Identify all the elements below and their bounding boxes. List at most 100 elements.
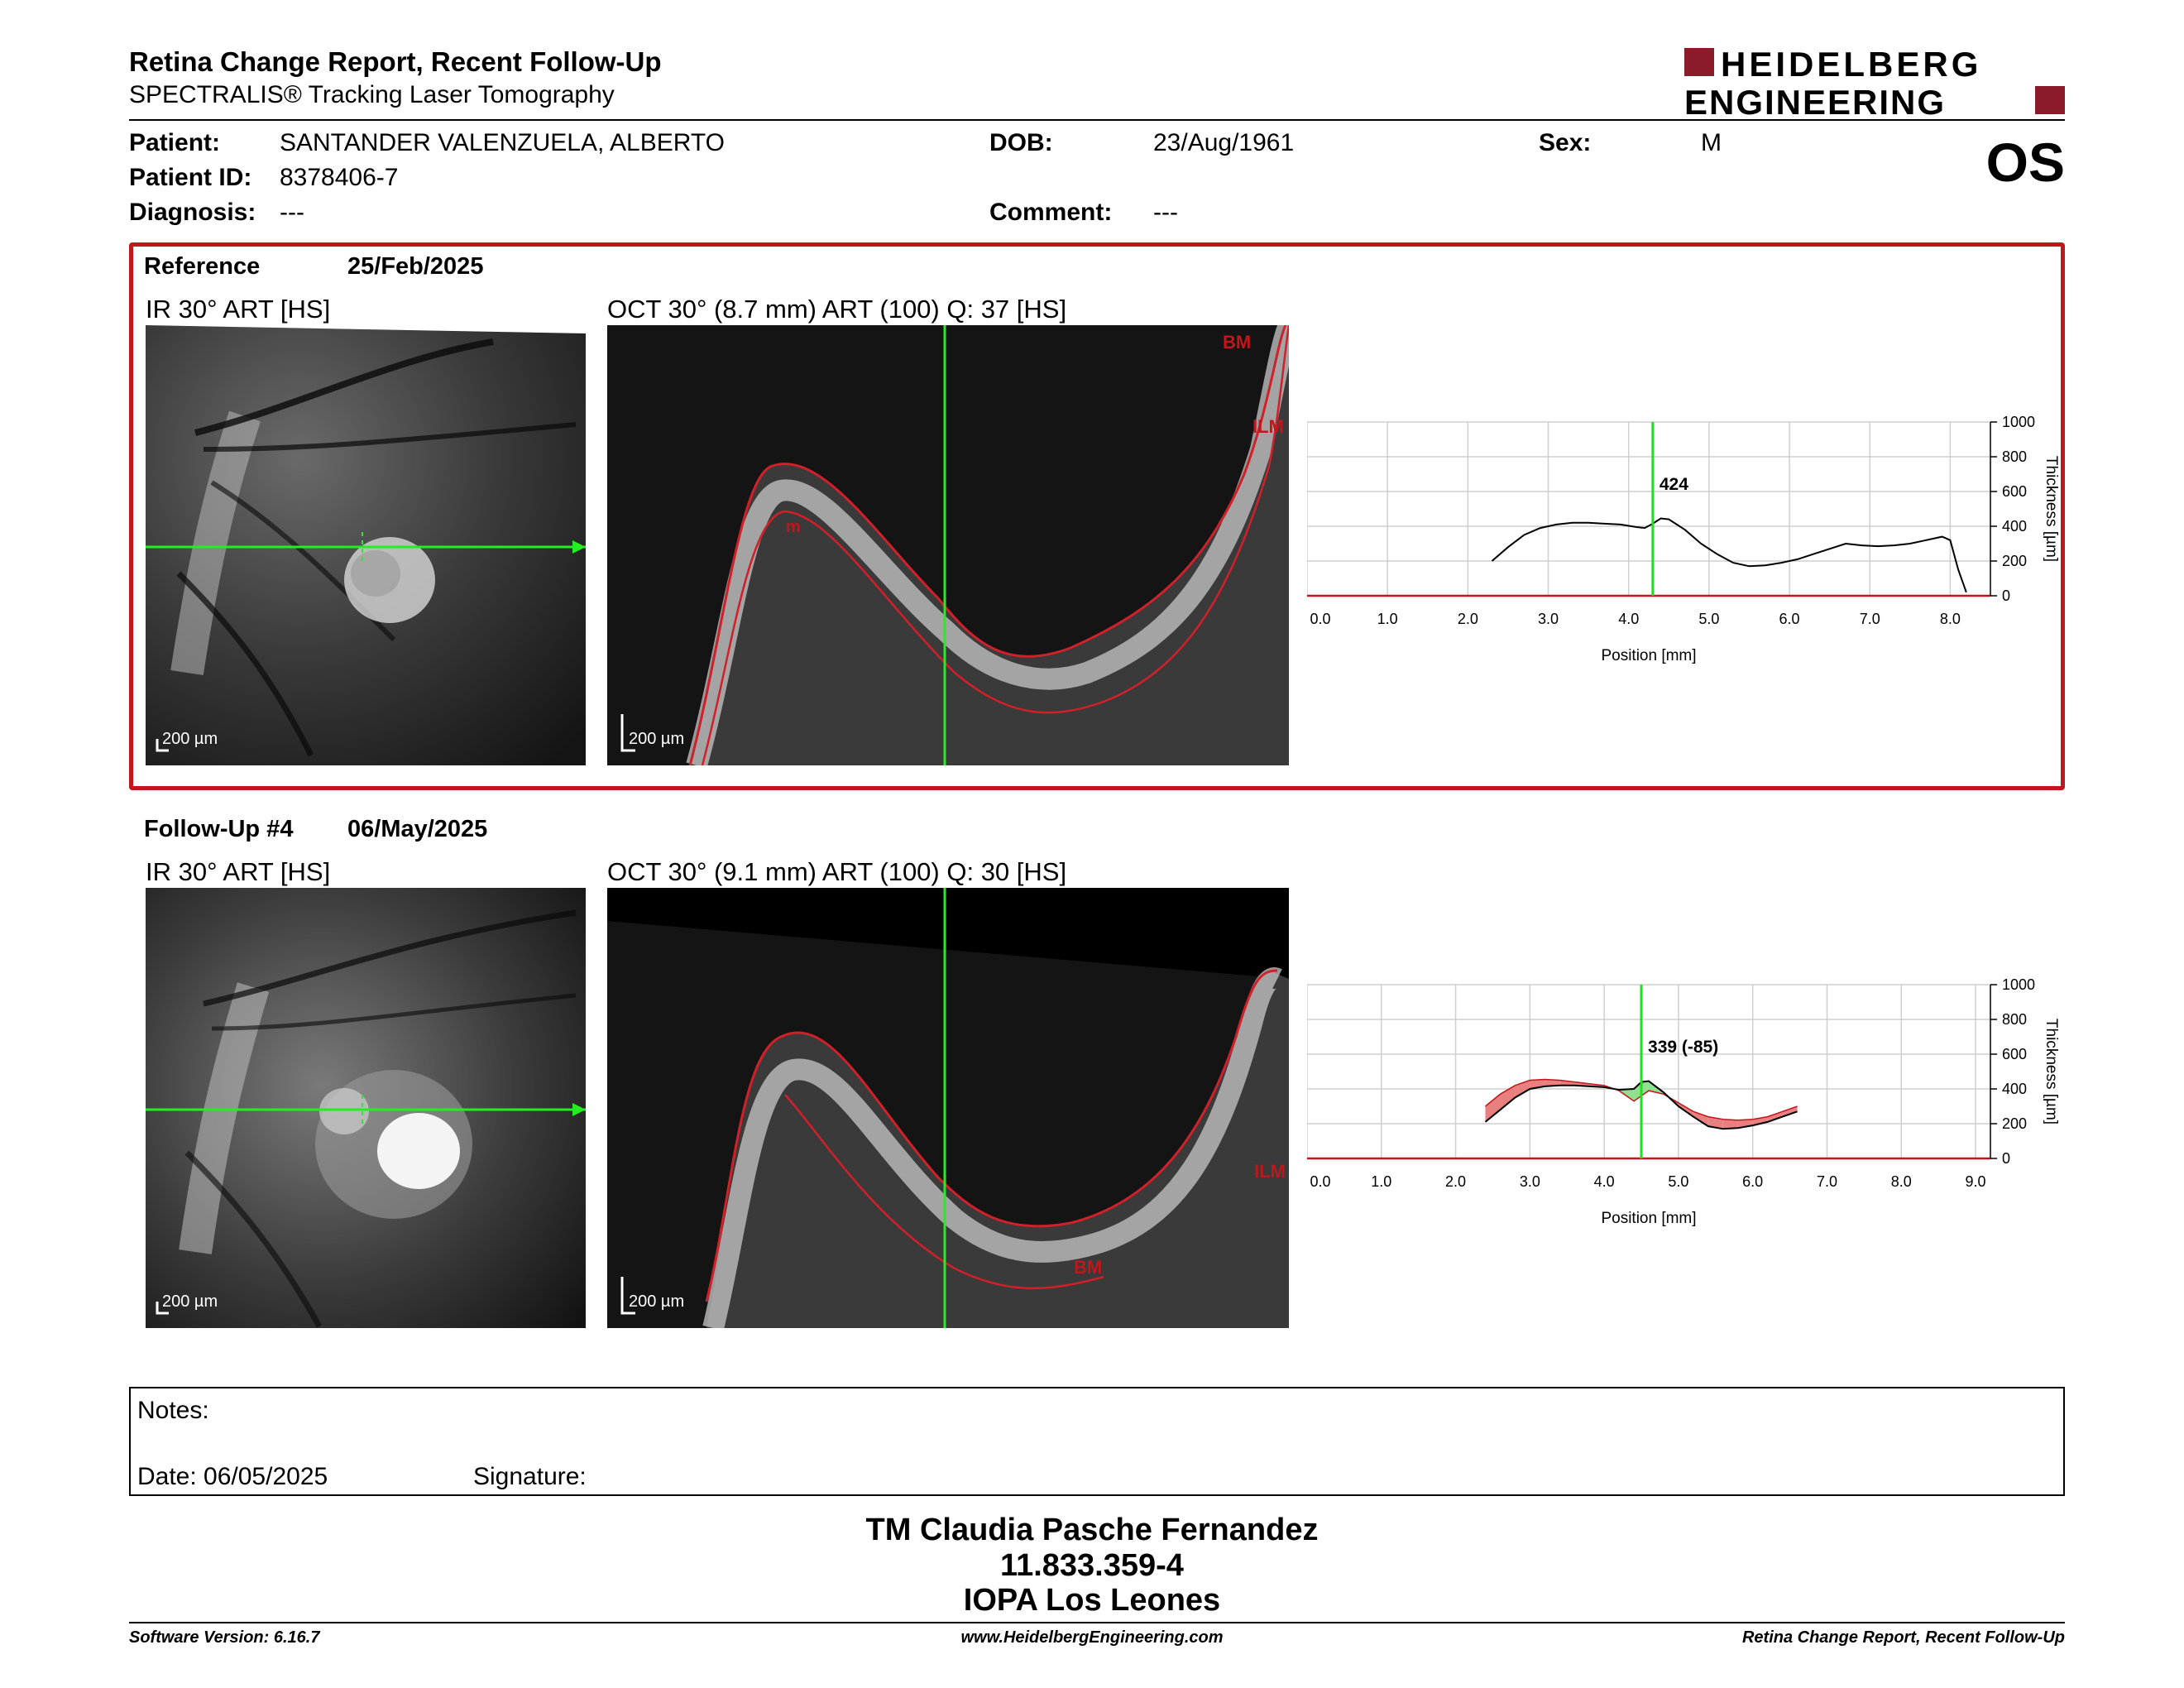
reference-chart-x-tick-label: 4.0 <box>1618 611 1639 627</box>
followup-chart-diff-band <box>1767 1111 1783 1122</box>
followup-chart-x-tick-label: 1.0 <box>1371 1173 1391 1190</box>
reference-seg-label-2: ILM <box>1252 416 1284 437</box>
patient-label: Patient: <box>129 129 221 156</box>
signer-id: 11.833.359-4 <box>1000 1548 1184 1583</box>
followup-label: Follow-Up #4 <box>144 816 294 842</box>
reference-chart-x-tick-label: 3.0 <box>1538 611 1559 627</box>
notes-date: Date: 06/05/2025 <box>137 1463 328 1490</box>
reference-chart-x-tick-label: 7.0 <box>1860 611 1880 627</box>
followup-chart-diff-band <box>1782 1106 1798 1117</box>
followup-chart-x-tick-label: 5.0 <box>1668 1173 1688 1190</box>
followup-chart-y-tick-label: 1000 <box>2002 976 2035 993</box>
reference-chart-y-tick-label: 1000 <box>2002 414 2035 430</box>
reference-chart-y-tick-label: 400 <box>2002 518 2027 535</box>
followup-chart-diff-band <box>1634 1081 1642 1101</box>
reference-chart-y-axis-label: Thickness [µm] <box>2043 456 2060 562</box>
footer-report-name: Retina Change Report, Recent Follow-Up <box>1741 1628 2065 1647</box>
followup-chart-diff-band <box>1693 1111 1708 1127</box>
followup-oct-image: ILM BM 200 µm <box>607 888 1289 1328</box>
followup-oct-scale: 200 µm <box>629 1292 684 1311</box>
followup-ir-label: IR 30° ART [HS] <box>146 857 331 886</box>
logo-square-top <box>1684 48 1714 76</box>
reference-seg-label-3: m <box>786 518 801 536</box>
reference-chart-x-tick-label: 2.0 <box>1458 611 1478 627</box>
reference-oct-image: BM ILM m 200 µm <box>607 325 1289 765</box>
reference-chart-x-tick-label: 6.0 <box>1779 611 1800 627</box>
reference-chart-cursor-value: 424 <box>1660 475 1688 494</box>
followup-chart-cursor-value: 339 (-85) <box>1648 1038 1718 1057</box>
followup-chart-diff-band <box>1545 1079 1560 1086</box>
patient-name: SANTANDER VALENZUELA, ALBERTO <box>280 129 725 156</box>
followup-chart-x-axis-label: Position [mm] <box>1601 1210 1696 1227</box>
followup-chart-x-tick-label: 7.0 <box>1817 1173 1837 1190</box>
followup-chart-diff-band <box>1485 1094 1501 1122</box>
followup-chart-diff-band <box>1722 1119 1738 1129</box>
followup-date: 06/May/2025 <box>347 816 488 842</box>
followup-ir-image: 200 µm <box>146 888 586 1328</box>
notes-box: Notes: Date: 06/05/2025 Signature: <box>129 1387 2065 1496</box>
followup-chart-x-tick-label: 9.0 <box>1966 1173 1986 1190</box>
followup-chart-x-tick-label: 6.0 <box>1742 1173 1763 1190</box>
followup-chart-x-tick-label: 4.0 <box>1594 1173 1615 1190</box>
followup-chart-diff-band <box>1707 1116 1723 1129</box>
reference-chart-x-tick-label: 5.0 <box>1698 611 1719 627</box>
reference-chart-y-tick-label: 0 <box>2002 587 2010 604</box>
reference-seg-label-1: BM <box>1223 332 1251 352</box>
reference-oct-label: OCT 30° (8.7 mm) ART (100) Q: 37 [HS] <box>607 295 1067 324</box>
reference-ir-scale: 200 µm <box>162 730 218 748</box>
signer-name: TM Claudia Pasche Fernandez <box>865 1513 1319 1547</box>
reference-ir-label: IR 30° ART [HS] <box>146 295 331 324</box>
heidelberg-logo: HEIDELBERG ENGINEERING <box>1684 45 2065 119</box>
reference-chart-x-tick-label: 0.0 <box>1310 611 1330 627</box>
followup-chart-diff-band <box>1500 1085 1516 1110</box>
reference-date: 25/Feb/2025 <box>347 253 484 280</box>
followup-chart-x-tick-label: 0.0 <box>1310 1173 1330 1190</box>
signer-place: IOPA Los Leones <box>963 1583 1221 1618</box>
followup-chart-y-tick-label: 400 <box>2002 1081 2027 1097</box>
footer-software-version: Software Version: 6.16.7 <box>129 1628 320 1647</box>
dob-label: DOB: <box>989 129 1053 156</box>
reference-chart-x-tick-label: 8.0 <box>1940 611 1961 627</box>
followup-seg-label-2: BM <box>1074 1257 1102 1278</box>
followup-chart-y-tick-label: 0 <box>2002 1150 2010 1167</box>
followup-chart-y-tick-label: 600 <box>2002 1046 2027 1062</box>
patient-id-label: Patient ID: <box>129 164 252 191</box>
header-rule <box>129 119 2065 121</box>
report-subtitle: SPECTRALIS® Tracking Laser Tomography <box>129 81 615 108</box>
followup-seg-label-1: ILM <box>1254 1161 1286 1182</box>
diagnosis-label: Diagnosis: <box>129 199 256 226</box>
notes-label: Notes: <box>137 1397 209 1424</box>
reference-chart-series-line <box>1491 517 1967 593</box>
comment-value: --- <box>1153 199 1178 226</box>
logo-square-bottom <box>2035 86 2065 114</box>
reference-chart-x-axis-label: Position [mm] <box>1601 647 1696 664</box>
followup-chart-y-tick-label: 200 <box>2002 1115 2027 1132</box>
followup-chart-y-tick-label: 800 <box>2002 1011 2027 1028</box>
patient-id: 8378406-7 <box>280 164 399 191</box>
followup-chart-x-tick-label: 2.0 <box>1445 1173 1466 1190</box>
comment-label: Comment: <box>989 199 1113 226</box>
reference-chart-y-tick-label: 600 <box>2002 483 2027 500</box>
reference-ir-image: 200 µm <box>146 325 586 765</box>
footer-rule <box>129 1622 2065 1623</box>
logo-line-2: ENGINEERING <box>1684 83 1946 119</box>
logo-line-1: HEIDELBERG <box>1721 45 1981 84</box>
sex-value: M <box>1701 129 1722 156</box>
reference-thickness-chart: 0.0 1.0 2.0 3.0 4.0 5.0 6.0 7.0 8.0 0 200 400 600 800… <box>1307 414 2060 664</box>
followup-chart-x-tick-label: 3.0 <box>1520 1173 1540 1190</box>
reference-chart-y-tick-label: 800 <box>2002 448 2027 465</box>
followup-chart-diff-band <box>1641 1081 1649 1096</box>
sex-label: Sex: <box>1539 129 1592 156</box>
followup-oct-label: OCT 30° (9.1 mm) ART (100) Q: 30 [HS] <box>607 857 1067 886</box>
dob-value: 23/Aug/1961 <box>1153 129 1295 156</box>
footer-website[interactable]: www.HeidelbergEngineering.com <box>960 1628 1224 1647</box>
notes-signature-label: Signature: <box>473 1463 587 1490</box>
reference-oct-scale: 200 µm <box>629 730 684 748</box>
report-title: Retina Change Report, Recent Follow-Up <box>129 46 662 77</box>
reference-label: Reference <box>144 253 261 280</box>
diagnosis-value: --- <box>280 199 304 226</box>
followup-thickness-chart: 0.0 1.0 2.0 3.0 4.0 5.0 6.0 7.0 8.0 9.0 0 200 400 600… <box>1307 976 2060 1227</box>
reference-chart-y-tick-label: 200 <box>2002 553 2027 569</box>
followup-ir-scale: 200 µm <box>162 1292 218 1311</box>
reference-frame <box>129 242 2065 790</box>
